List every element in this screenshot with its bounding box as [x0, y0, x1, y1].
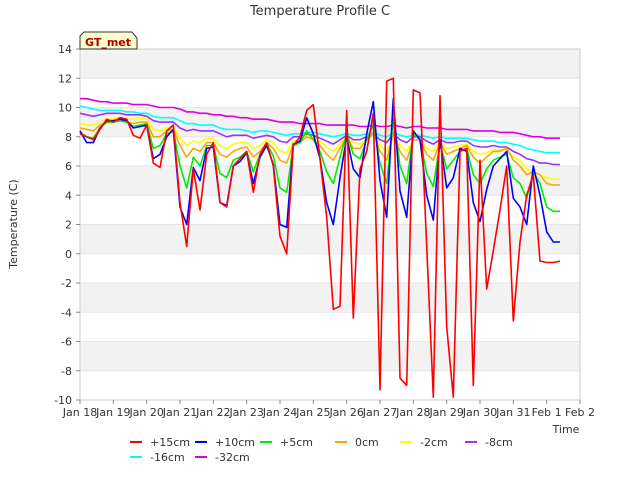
y-tick-label: 6	[65, 160, 72, 173]
station-tag-box	[79, 31, 138, 50]
x-tick-label: Jan 28	[395, 406, 430, 419]
series-lines	[79, 77, 561, 398]
legend-label: -32cm	[215, 451, 250, 464]
y-axis-ticks: -10 -8 -6 -4 -2 0 2 4 6 8 10 12 14	[54, 43, 80, 407]
station-tag: GT_met	[79, 31, 138, 50]
x-tick-label: Jan 21	[162, 406, 197, 419]
x-tick-label: Jan 19	[95, 406, 130, 419]
legend-label: -16cm	[150, 451, 185, 464]
x-tick-label: Feb 1	[532, 406, 562, 419]
series-line-minus2cm	[79, 116, 560, 180]
legend-label: -8cm	[485, 436, 513, 449]
series-line-minus16cm	[79, 105, 560, 154]
y-tick-label: 14	[58, 43, 72, 56]
x-tick-label: Jan 29	[428, 406, 463, 419]
y-tick-label: 12	[58, 72, 72, 85]
y-tick-label: 0	[65, 248, 72, 261]
x-tick-label: Jan 18	[62, 406, 97, 419]
y-tick-label: 2	[65, 219, 72, 232]
plot-band	[80, 370, 580, 400]
plot-band	[80, 49, 580, 79]
y-tick-label: 4	[65, 189, 72, 202]
plot-band	[80, 166, 580, 196]
series-line-minus8cm	[79, 112, 560, 166]
legend-label: +15cm	[150, 436, 190, 449]
series-line-plus15cm	[79, 77, 561, 398]
x-tick-label: Jan 30	[462, 406, 497, 419]
y-tick-label: -8	[61, 365, 72, 378]
plot-band	[80, 283, 580, 313]
legend-label: +5cm	[280, 436, 313, 449]
plot-band	[80, 224, 580, 254]
y-tick-label: -6	[61, 336, 72, 349]
plot-band	[80, 195, 580, 225]
y-tick-label: -2	[61, 277, 72, 290]
x-tick-label: Jan 24	[262, 406, 297, 419]
y-tick-label: 8	[65, 131, 72, 144]
legend-label: +10cm	[215, 436, 255, 449]
station-tag-label: GT_met	[85, 36, 131, 49]
plot-band	[80, 312, 580, 342]
y-tick-label: -10	[54, 394, 72, 407]
legend-label: 0cm	[355, 436, 379, 449]
x-tick-label: Jan 23	[228, 406, 263, 419]
legend-label: -2cm	[420, 436, 448, 449]
x-tick-label: Jan 31	[495, 406, 530, 419]
x-tick-label: Jan 25	[295, 406, 330, 419]
plot-band	[80, 78, 580, 108]
plot-band	[80, 341, 580, 371]
x-tick-label: Feb 2	[565, 406, 595, 419]
x-tick-label: Jan 26	[328, 406, 363, 419]
y-tick-label: -4	[61, 306, 72, 319]
x-tick-label: Jan 22	[195, 406, 230, 419]
legend: +15cm +10cm +5cm 0cm -2cm -8cm -16cm -32cm	[130, 436, 513, 464]
series-line-minus32cm	[80, 97, 560, 139]
x-tick-label: Jan 20	[128, 406, 163, 419]
plot-band	[80, 136, 580, 166]
y-tick-label: 10	[58, 102, 72, 115]
x-tick-label: Jan 27	[362, 406, 397, 419]
x-axis-title: Time	[552, 423, 580, 436]
y-axis-title: Temperature (C)	[7, 179, 20, 269]
chart-title: Temperature Profile C	[249, 4, 390, 19]
